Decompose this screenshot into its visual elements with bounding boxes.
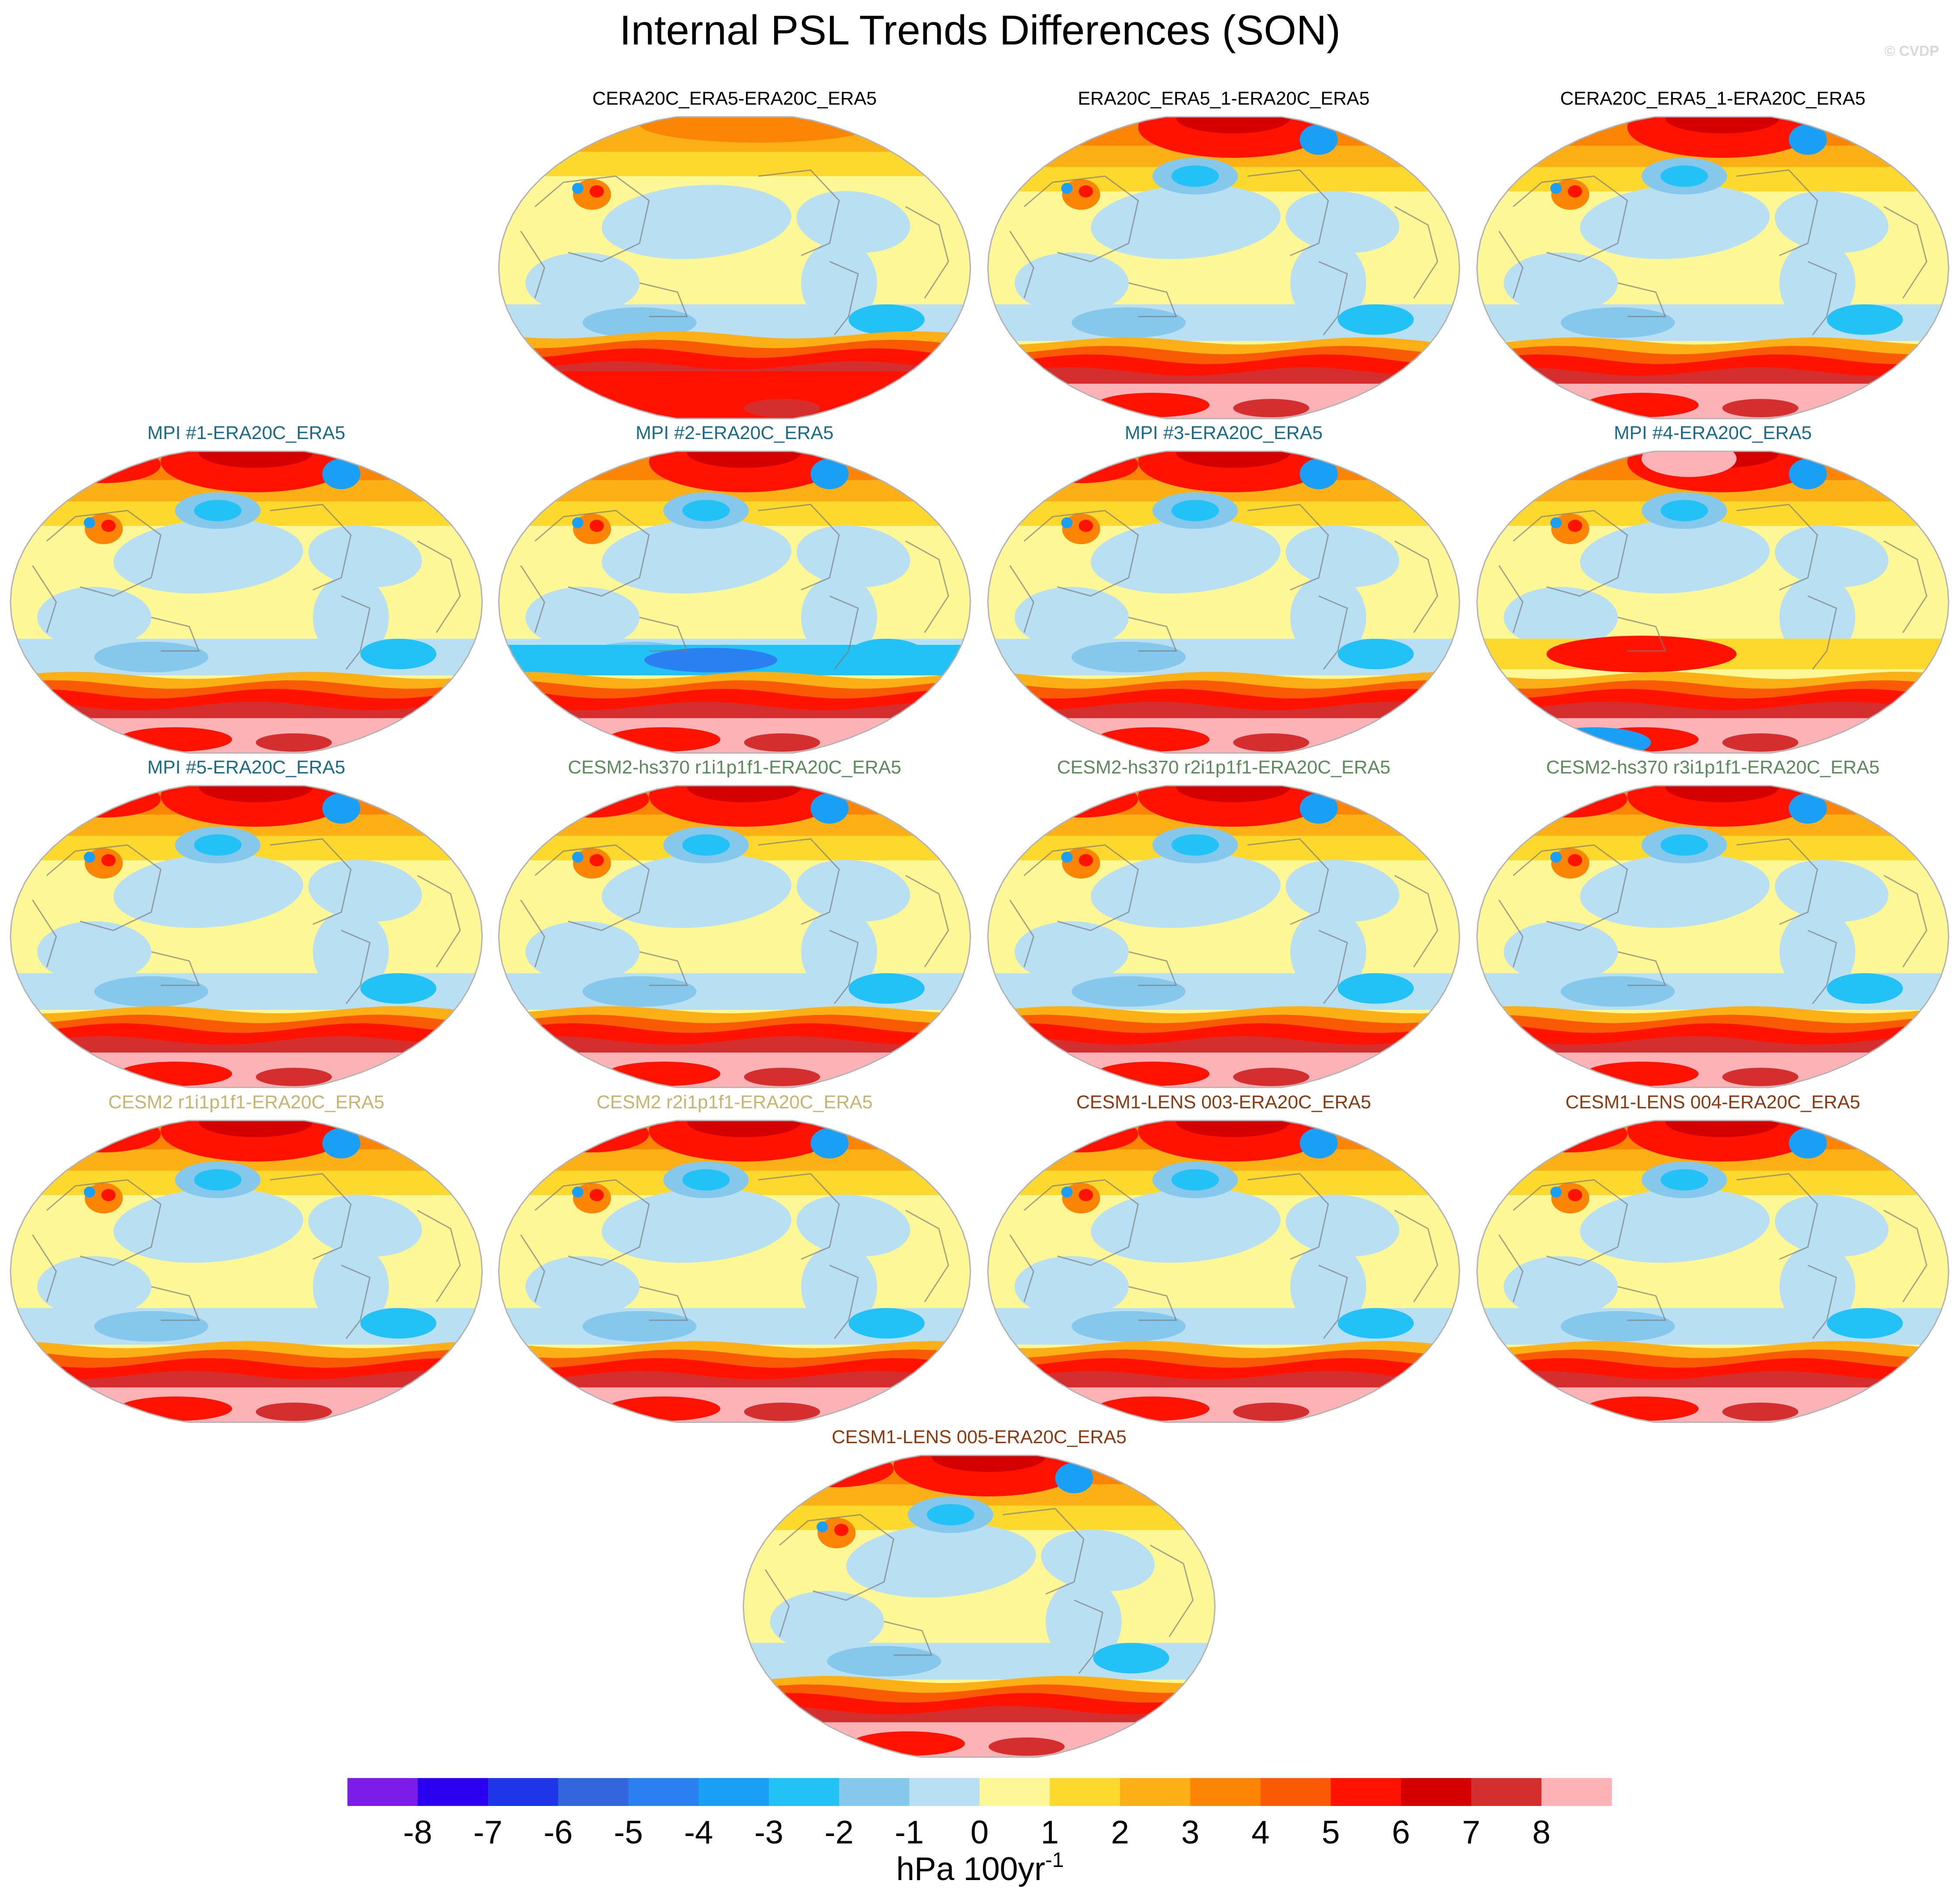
colorbar-tick-label: 7	[1462, 1814, 1480, 1850]
colorbar-swatch	[1190, 1778, 1261, 1806]
panel-title: CESM1-LENS 003-ERA20C_ERA5	[1076, 1092, 1371, 1113]
map-panel: MPI #1-ERA20C_ERA5	[10, 422, 483, 754]
colorbar-swatch	[1330, 1778, 1402, 1806]
map-field	[988, 1121, 1460, 1422]
colorbar-tick-label: 5	[1322, 1814, 1340, 1850]
map-panel: CESM1-LENS 003-ERA20C_ERA5	[987, 1092, 1460, 1423]
colorbar-tick-label: 0	[970, 1814, 989, 1850]
colorbar-tick-label: -6	[544, 1814, 573, 1850]
map-panel: CESM1-LENS 005-ERA20C_ERA5	[742, 1427, 1216, 1758]
panel-title: MPI #5-ERA20C_ERA5	[147, 757, 345, 778]
map-panel: CERA20C_ERA5-ERA20C_ERA5	[498, 88, 971, 419]
panel-title: CESM2-hs370 r2i1p1f1-ERA20C_ERA5	[1057, 757, 1391, 778]
colorbar-tick-label: 6	[1392, 1814, 1410, 1850]
map-field	[499, 117, 970, 419]
map-panel: MPI #2-ERA20C_ERA5	[498, 422, 971, 754]
panel-title: MPI #3-ERA20C_ERA5	[1125, 422, 1323, 443]
panel-title: CERA20C_ERA5-ERA20C_ERA5	[592, 88, 877, 109]
map-panel: CESM2 r2i1p1f1-ERA20C_ERA5	[498, 1092, 971, 1423]
colorbar-units: hPa 100yr-1	[896, 1849, 1064, 1887]
map-panel: ERA20C_ERA5_1-ERA20C_ERA5	[987, 88, 1460, 419]
credit-label: © CVDP	[1885, 43, 1939, 59]
colorbar-tick-label: 1	[1041, 1814, 1059, 1850]
colorbar-swatch	[628, 1778, 699, 1806]
colorbar-tick-label: -7	[473, 1814, 503, 1850]
colorbar-swatch	[1471, 1778, 1542, 1806]
map-panel: CESM1-LENS 004-ERA20C_ERA5	[1476, 1092, 1950, 1423]
colorbar-tick-label: -3	[754, 1814, 783, 1850]
panel-title: CESM1-LENS 004-ERA20C_ERA5	[1565, 1092, 1860, 1113]
colorbar-tick-label: -8	[403, 1814, 432, 1850]
colorbar-swatch	[1050, 1778, 1120, 1806]
colorbar-tick-label: 2	[1111, 1814, 1129, 1850]
colorbar-swatch	[839, 1778, 910, 1806]
colorbar-tick-label: -2	[824, 1814, 854, 1850]
colorbar-swatch	[347, 1778, 418, 1806]
colorbar-swatch	[558, 1778, 629, 1806]
colorbar-tick-label: 3	[1181, 1814, 1199, 1850]
colorbar-swatch	[488, 1778, 558, 1806]
colorbar-swatch	[909, 1778, 980, 1806]
panel-title: MPI #2-ERA20C_ERA5	[636, 422, 834, 443]
colorbar-swatch	[698, 1778, 769, 1806]
panel-title: CESM2 r1i1p1f1-ERA20C_ERA5	[108, 1092, 384, 1113]
colorbar: -8 -7 -6 -5 -4 -3 -2 -1 0 1 2 3 4 5 6 7 8	[347, 1778, 1612, 1850]
panel-title: CESM2-hs370 r3i1p1f1-ERA20C_ERA5	[1546, 757, 1880, 778]
colorbar-tick-label: -4	[684, 1814, 713, 1850]
colorbar-units-base: hPa 100yr	[896, 1850, 1045, 1887]
map-field	[10, 451, 482, 753]
figure-title: Internal PSL Trends Differences (SON)	[619, 7, 1341, 54]
panel-title: CESM2 r2i1p1f1-ERA20C_ERA5	[596, 1092, 872, 1113]
panel-title: CERA20C_ERA5_1-ERA20C_ERA5	[1560, 88, 1865, 109]
map-panel: MPI #5-ERA20C_ERA5	[10, 757, 483, 1088]
colorbar-tick-label: 8	[1532, 1814, 1551, 1850]
panel-title: MPI #1-ERA20C_ERA5	[147, 422, 345, 443]
colorbar-tick-label: -5	[614, 1814, 643, 1850]
colorbar-units-superscript: -1	[1045, 1849, 1064, 1872]
colorbar-swatch	[1541, 1778, 1612, 1806]
colorbar-swatch	[980, 1778, 1050, 1806]
map-panel: CESM2-hs370 r3i1p1f1-ERA20C_ERA5	[1476, 757, 1950, 1088]
colorbar-swatch	[1401, 1778, 1472, 1806]
map-panel: CESM2-hs370 r2i1p1f1-ERA20C_ERA5	[987, 757, 1460, 1088]
panel-grid: CERA20C_ERA5-ERA20C_ERA5 ERA20C_ERA5_1-ER…	[10, 88, 1950, 1758]
colorbar-swatch	[418, 1778, 488, 1806]
panel-title: CESM1-LENS 005-ERA20C_ERA5	[832, 1427, 1126, 1448]
map-field	[988, 786, 1460, 1087]
colorbar-swatch	[1120, 1778, 1191, 1806]
map-panel: CESM2 r1i1p1f1-ERA20C_ERA5	[10, 1092, 483, 1423]
colorbar-swatch	[769, 1778, 840, 1806]
panel-title: CESM2-hs370 r1i1p1f1-ERA20C_ERA5	[568, 757, 902, 778]
map-panel: MPI #4-ERA20C_ERA5	[1476, 422, 1950, 754]
colorbar-tick-label: -1	[895, 1814, 924, 1850]
colorbar-tick-label: 4	[1252, 1814, 1270, 1850]
colorbar-swatch	[1260, 1778, 1331, 1806]
panel-title: MPI #4-ERA20C_ERA5	[1614, 422, 1812, 443]
map-panel: MPI #3-ERA20C_ERA5	[987, 422, 1460, 754]
panel-title: ERA20C_ERA5_1-ERA20C_ERA5	[1078, 88, 1369, 109]
map-panel: CESM2-hs370 r1i1p1f1-ERA20C_ERA5	[498, 757, 971, 1088]
map-panel: CERA20C_ERA5_1-ERA20C_ERA5	[1476, 88, 1950, 419]
